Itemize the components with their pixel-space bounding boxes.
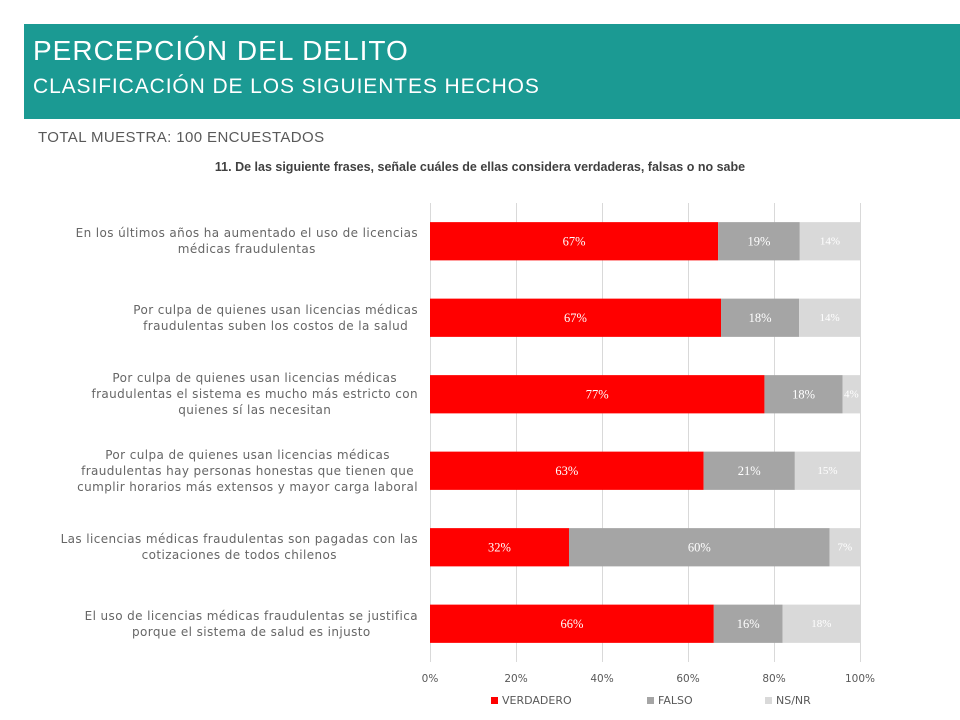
legend-label: NS/NR xyxy=(776,694,811,707)
header-band: PERCEPCIÓN DEL DELITO CLASIFICACIÓN DE L… xyxy=(24,24,960,119)
bar-segment-verdadero xyxy=(430,375,765,414)
x-tick-label: 100% xyxy=(845,673,875,685)
bar-row: 63% 21% 15% xyxy=(430,451,860,490)
category-label: Las licencias médicas fraudulentas son p… xyxy=(60,532,418,563)
category-label: Por culpa de quienes usan licencias médi… xyxy=(133,302,418,333)
bar-segment-verdadero xyxy=(430,451,704,490)
bar-segment-falso xyxy=(568,528,830,567)
data-label-ns-nr: 4% xyxy=(844,388,859,400)
x-tick-label: 60% xyxy=(676,673,699,685)
legend-item-verdadero: VERDADERO xyxy=(491,694,572,707)
bar-segment-ns-nr xyxy=(799,298,860,337)
bars: 67% 19% 14% 67% 18% 14% 77% 18% 4% 63% 21% 15% 32% 60… xyxy=(430,222,860,643)
question-text: 11. De las siguiente frases, señale cuál… xyxy=(214,160,746,174)
bar-segment-ns-nr xyxy=(794,451,860,490)
legend-label: VERDADERO xyxy=(502,694,572,707)
bar-segment-ns-nr xyxy=(829,528,860,567)
data-label-ns-nr: 14% xyxy=(820,312,840,324)
bar-row: 32% 60% 7% xyxy=(430,528,860,567)
x-tick-label: 40% xyxy=(590,673,613,685)
bar-segment-falso xyxy=(713,604,783,643)
data-label-verdadero: 67% xyxy=(563,234,586,248)
data-label-falso: 60% xyxy=(688,540,711,554)
bar-segment-verdadero xyxy=(430,222,719,261)
data-label-ns-nr: 7% xyxy=(837,541,852,553)
bar-segment-falso xyxy=(721,298,800,337)
slide-title: PERCEPCIÓN DEL DELITO xyxy=(33,35,409,66)
legend-swatch xyxy=(491,697,498,704)
bar-segment-ns-nr xyxy=(782,604,860,643)
category-label: El uso de licencias médicas fraudulentas… xyxy=(84,608,418,639)
bar-segment-falso xyxy=(718,222,800,261)
x-axis: 0% 20% 40% 60% 80% 100% xyxy=(422,673,875,685)
data-label-falso: 21% xyxy=(738,464,761,478)
data-label-ns-nr: 18% xyxy=(811,618,831,630)
bar-segment-verdadero xyxy=(430,604,714,643)
data-label-verdadero: 66% xyxy=(560,617,583,631)
bar-row: 67% 18% 14% xyxy=(430,298,860,337)
slide-subtitle: CLASIFICACIÓN DE LOS SIGUIENTES HECHOS xyxy=(33,75,540,98)
category-label: Por culpa de quienes usan licencias médi… xyxy=(91,371,418,418)
data-label-falso: 19% xyxy=(747,234,770,248)
category-label: Por culpa de quienes usan licencias médi… xyxy=(77,447,418,494)
data-label-falso: 18% xyxy=(749,311,772,325)
bar-row: 66% 16% 18% xyxy=(430,604,860,643)
data-label-verdadero: 32% xyxy=(488,540,511,554)
bar-segment-ns-nr xyxy=(842,375,860,414)
bar-segment-ns-nr xyxy=(799,222,860,261)
data-label-ns-nr: 14% xyxy=(820,235,840,247)
bar-row: 67% 19% 14% xyxy=(430,222,860,261)
x-tick-label: 0% xyxy=(422,673,439,685)
bar-row: 77% 18% 4% xyxy=(430,375,860,414)
data-label-falso: 18% xyxy=(792,387,815,401)
legend-item-falso: FALSO xyxy=(647,694,693,707)
x-tick-label: 20% xyxy=(504,673,527,685)
legend-swatch xyxy=(765,697,772,704)
data-label-verdadero: 67% xyxy=(564,311,587,325)
x-tick-label: 80% xyxy=(762,673,785,685)
bar-segment-verdadero xyxy=(430,528,569,567)
data-label-ns-nr: 15% xyxy=(817,465,837,477)
bar-segment-verdadero xyxy=(430,298,722,337)
bar-segment-falso xyxy=(703,451,795,490)
legend-swatch xyxy=(647,697,654,704)
data-label-verdadero: 77% xyxy=(586,387,609,401)
sample-note: TOTAL MUESTRA: 100 ENCUESTADOS xyxy=(38,129,325,146)
data-label-falso: 16% xyxy=(737,617,760,631)
legend: VERDADERO FALSO NS/NR xyxy=(491,694,811,707)
data-label-verdadero: 63% xyxy=(555,464,578,478)
bar-segment-falso xyxy=(764,375,843,414)
gridlines xyxy=(430,203,861,662)
legend-item-ns-nr: NS/NR xyxy=(765,694,811,707)
category-label: En los últimos años ha aumentado el uso … xyxy=(75,226,418,257)
legend-label: FALSO xyxy=(658,694,693,707)
